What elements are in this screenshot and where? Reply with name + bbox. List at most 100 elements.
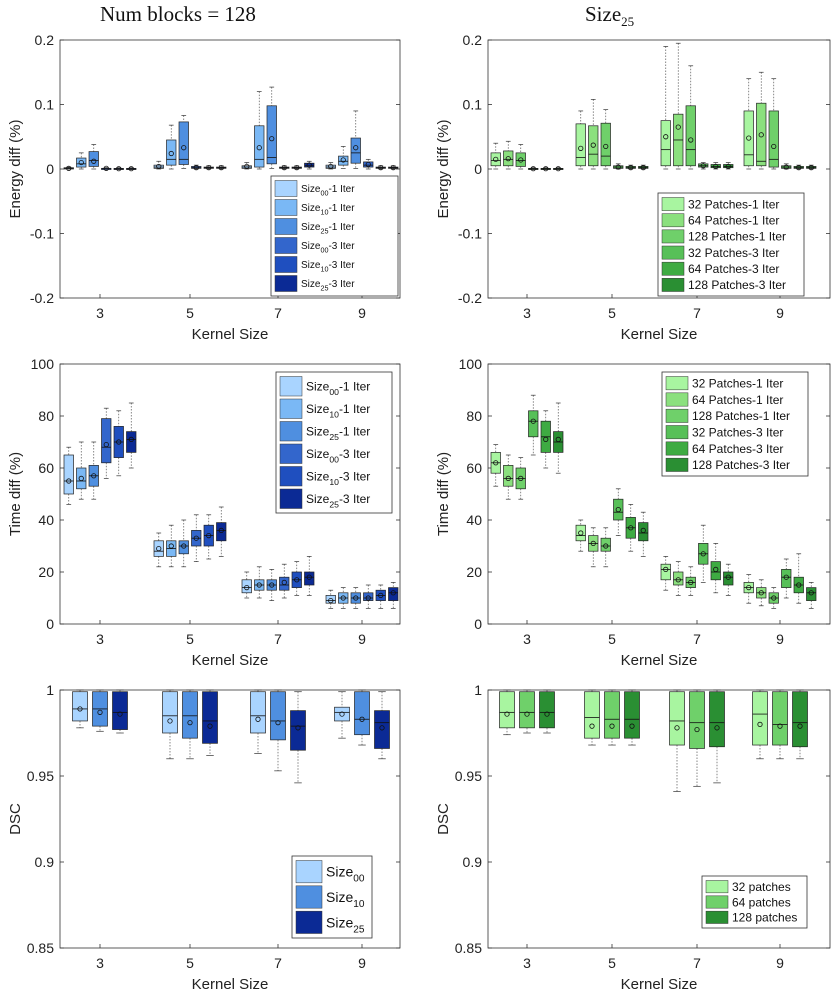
box-body xyxy=(669,691,685,746)
mean-marker xyxy=(353,595,359,601)
legend-swatch xyxy=(295,885,323,909)
box-body xyxy=(304,162,315,168)
box-body xyxy=(723,571,734,586)
mean-marker xyxy=(663,134,669,140)
mean-marker xyxy=(746,584,752,591)
legend: 32 Patches-1 Iter 64 Patches-1 Iter 128 Pa… xyxy=(657,192,805,297)
legend-entry-base: Size xyxy=(301,184,321,195)
box-body xyxy=(325,595,336,604)
legend-entry: 128 patches xyxy=(732,911,797,925)
box-mark xyxy=(375,165,386,171)
legend-entry-subscript: 10 xyxy=(329,477,339,487)
box-mark xyxy=(191,164,202,171)
mean-marker xyxy=(505,156,511,162)
x-tick-label: 7 xyxy=(274,631,282,647)
legend-entry-base: Size xyxy=(306,492,330,506)
x-tick-label: 5 xyxy=(186,305,194,321)
legend-entry: 128 Patches-1 Iter xyxy=(688,230,786,244)
box-mark xyxy=(363,158,374,170)
legend-entry: Size25-3 Iter xyxy=(306,492,370,509)
mean-marker xyxy=(505,475,511,481)
box-body xyxy=(781,569,792,588)
x-axis-label: Kernel Size xyxy=(192,976,269,992)
box-mark xyxy=(216,165,227,171)
mean-marker xyxy=(339,711,345,717)
mean-marker xyxy=(543,436,549,442)
mean-marker xyxy=(543,166,549,172)
legend-entry-base: 128 Patches-1 Iter xyxy=(688,230,786,244)
legend-entry-suffix: -1 Iter xyxy=(339,425,370,439)
box-body xyxy=(539,691,555,729)
mean-marker xyxy=(156,545,162,552)
legend-entry-base: 128 Patches-1 Iter xyxy=(692,409,790,423)
box-mark xyxy=(166,524,177,568)
mean-marker xyxy=(629,723,635,729)
legend-entry-suffix: -1 Iter xyxy=(328,203,355,214)
legend-entry-subscript: 25 xyxy=(320,227,328,236)
y-tick-label: 0.1 xyxy=(35,97,55,113)
legend-entry-base: Size xyxy=(301,260,321,271)
box-mark xyxy=(503,140,514,170)
box-body xyxy=(685,105,696,167)
mean-marker xyxy=(78,475,84,481)
chart-3: 0 20 40 60 80 100 3 5 7 9 Kernel Size Time diff (%)… xyxy=(7,356,401,669)
mean-marker xyxy=(663,566,669,573)
legend-entry: 128 Patches-3 Iter xyxy=(692,458,790,472)
y-axis-label: DSC xyxy=(7,803,24,835)
mean-marker xyxy=(206,165,212,171)
box-mark xyxy=(203,514,214,560)
box-mark xyxy=(375,584,386,609)
legend-entry: Size10-3 Iter xyxy=(301,260,355,274)
legend-entry-base: Size xyxy=(306,447,330,461)
box-mark xyxy=(388,165,399,171)
box-mark xyxy=(92,689,108,732)
box-mark xyxy=(338,146,349,169)
legend-swatch xyxy=(705,910,729,924)
mean-marker xyxy=(207,723,213,729)
legend-swatch xyxy=(274,218,298,235)
mean-marker xyxy=(390,590,396,596)
mean-marker xyxy=(116,166,122,172)
y-tick-label: 0.95 xyxy=(27,768,54,784)
legend-swatch xyxy=(665,392,689,407)
legend-entry-suffix: -3 Iter xyxy=(328,241,355,252)
legend-entry: 64 Patches-1 Iter xyxy=(692,393,783,407)
mean-marker xyxy=(674,725,680,731)
x-tick-label: 9 xyxy=(776,305,784,321)
x-tick-label: 3 xyxy=(523,631,531,647)
y-tick-label: 0.9 xyxy=(35,854,55,870)
box-body xyxy=(270,691,286,741)
legend-entry-subscript: 10 xyxy=(353,899,365,910)
legend-entry: Size10-1 Iter xyxy=(306,402,370,419)
box-mark xyxy=(723,162,734,170)
box-mark xyxy=(88,144,99,170)
mean-marker xyxy=(783,574,789,580)
y-tick-label: 0.2 xyxy=(463,32,483,48)
box-body xyxy=(638,522,649,542)
box-mark xyxy=(660,556,671,591)
box-mark xyxy=(254,91,265,170)
box-mark xyxy=(291,165,302,171)
y-axis-label: Time diff (%) xyxy=(7,452,24,536)
legend-entry-subscript: 10 xyxy=(320,208,328,217)
legend-entry-subscript: 25 xyxy=(329,499,339,509)
box-mark xyxy=(88,441,99,500)
chart-1: -0.2 -0.1 0 0.1 0.2 3 5 7 9 Kernel Size Energy dif… xyxy=(7,32,401,343)
box-mark xyxy=(374,691,390,760)
mean-marker xyxy=(218,165,224,171)
mean-marker xyxy=(281,579,287,586)
box-mark xyxy=(723,563,734,596)
mean-marker xyxy=(77,706,83,712)
mean-marker xyxy=(193,165,199,171)
box-mark xyxy=(669,689,685,792)
legend-entry-subscript: 25 xyxy=(353,924,365,935)
legend-swatch xyxy=(274,237,298,254)
legend-entry-subscript: 25 xyxy=(329,432,339,442)
x-tick-label: 3 xyxy=(523,955,531,971)
mean-marker xyxy=(66,478,72,484)
y-axis-label: Energy diff (%) xyxy=(435,120,452,219)
legend: 32 Patches-1 Iter 64 Patches-1 Iter 128 Pa… xyxy=(661,371,809,477)
mean-marker xyxy=(771,143,777,150)
legend-entry-subscript: 00 xyxy=(320,189,328,198)
